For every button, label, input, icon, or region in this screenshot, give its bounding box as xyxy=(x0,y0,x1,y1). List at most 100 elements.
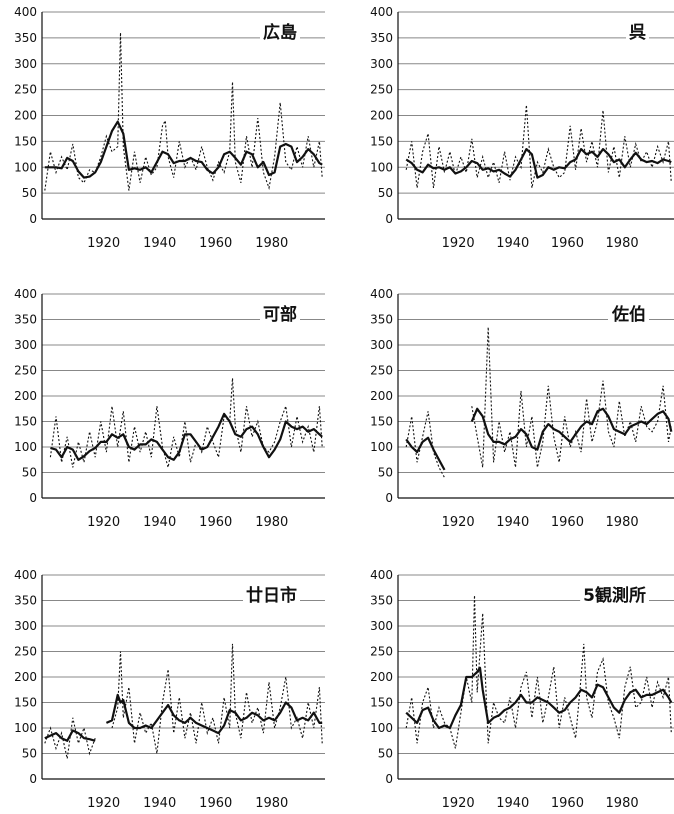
x-tick-label: 1960 xyxy=(551,796,584,811)
x-tick-label: 1940 xyxy=(143,796,176,811)
moving-average-line xyxy=(44,693,323,742)
panel-title-background xyxy=(260,303,300,326)
y-tick-label: 0 xyxy=(385,212,393,226)
x-tick-label: 1940 xyxy=(496,796,529,811)
panel-title-background xyxy=(626,22,649,44)
panel-title: 広島 xyxy=(263,22,297,43)
y-tick-label: 350 xyxy=(370,31,393,45)
y-tick-label: 200 xyxy=(370,389,393,403)
moving-average-line xyxy=(44,120,323,179)
y-tick-label: 250 xyxy=(370,83,393,97)
y-tick-label: 50 xyxy=(22,466,37,480)
y-tick-label: 100 xyxy=(370,160,393,174)
y-tick-label: 350 xyxy=(14,31,37,45)
panel-title: 廿日市 xyxy=(246,585,297,606)
x-tick-label: 1980 xyxy=(255,236,288,251)
y-tick-label: 150 xyxy=(14,134,37,148)
x-tick-label: 1940 xyxy=(496,236,529,251)
panel-title: 可部 xyxy=(263,304,297,325)
y-tick-label: 300 xyxy=(370,619,393,633)
x-tick-label: 1980 xyxy=(606,796,639,811)
x-tick-label: 1920 xyxy=(442,515,475,530)
y-tick-label: 350 xyxy=(370,313,393,327)
y-tick-label: 50 xyxy=(378,466,393,480)
y-tick-label: 0 xyxy=(29,212,37,226)
x-tick-label: 1980 xyxy=(255,515,288,530)
moving-average-line xyxy=(405,666,673,730)
x-tick-label: 1920 xyxy=(87,236,120,251)
y-tick-label: 150 xyxy=(14,696,37,710)
x-tick-label: 1960 xyxy=(551,236,584,251)
chart-panel-2: 0 50 100 150 200 250 300 350 400 1920 1940 1960 1980… xyxy=(370,5,674,251)
y-tick-label: 250 xyxy=(14,364,37,378)
annual-series-line xyxy=(405,105,672,189)
annual-series-line xyxy=(44,643,323,759)
y-tick-label: 300 xyxy=(370,338,393,352)
y-tick-label: 50 xyxy=(22,186,37,200)
y-tick-label: 200 xyxy=(14,109,37,123)
x-tick-label: 1980 xyxy=(606,515,639,530)
y-tick-label: 250 xyxy=(14,83,37,97)
moving-average-line xyxy=(405,148,672,179)
y-tick-label: 400 xyxy=(14,287,37,301)
y-tick-label: 100 xyxy=(370,721,393,735)
y-tick-label: 350 xyxy=(14,313,37,327)
x-tick-label: 1960 xyxy=(199,236,232,251)
y-tick-label: 50 xyxy=(378,186,393,200)
annual-series-line xyxy=(405,327,672,478)
x-tick-label: 1960 xyxy=(551,515,584,530)
y-tick-label: 50 xyxy=(378,747,393,761)
x-tick-label: 1940 xyxy=(143,515,176,530)
y-tick-label: 100 xyxy=(370,440,393,454)
y-tick-label: 250 xyxy=(370,364,393,378)
y-tick-label: 100 xyxy=(14,160,37,174)
chart-panel-3: 0 50 100 150 200 250 300 350 400 1920 1940 1960 1980… xyxy=(14,287,325,530)
x-tick-label: 1920 xyxy=(87,515,120,530)
y-tick-label: 400 xyxy=(370,5,393,19)
y-tick-label: 200 xyxy=(14,389,37,403)
y-tick-label: 0 xyxy=(385,772,393,786)
y-tick-label: 200 xyxy=(14,670,37,684)
y-tick-label: 150 xyxy=(370,134,393,148)
chart-panel-6: 0 50 100 150 200 250 300 350 400 1920 1940 1960 1980… xyxy=(370,568,674,811)
panel-title-background xyxy=(243,584,300,607)
panel-title: 佐伯 xyxy=(611,304,646,325)
panel-title-background xyxy=(580,584,649,607)
y-tick-label: 400 xyxy=(370,568,393,582)
y-tick-label: 300 xyxy=(370,57,393,71)
y-tick-label: 300 xyxy=(14,619,37,633)
x-tick-label: 1940 xyxy=(143,236,176,251)
y-tick-label: 200 xyxy=(370,670,393,684)
y-tick-label: 250 xyxy=(14,645,37,659)
moving-average-line xyxy=(405,407,673,471)
y-tick-label: 400 xyxy=(370,287,393,301)
panel-title-background xyxy=(260,21,300,44)
chart-panel-1: 0 50 100 150 200 250 300 350 400 1920 1940 1960 1980… xyxy=(14,5,325,251)
y-tick-label: 350 xyxy=(370,594,393,608)
x-tick-label: 1960 xyxy=(199,515,232,530)
panel-title: 呉 xyxy=(629,23,646,43)
chart-panel-4: 0 50 100 150 200 250 300 350 400 1920 1940 1960 1980… xyxy=(370,287,674,530)
y-tick-label: 250 xyxy=(370,645,393,659)
y-tick-label: 300 xyxy=(14,338,37,352)
x-tick-label: 1940 xyxy=(496,515,529,530)
y-tick-label: 300 xyxy=(14,57,37,71)
y-tick-label: 150 xyxy=(14,415,37,429)
y-tick-label: 150 xyxy=(370,415,393,429)
y-tick-label: 0 xyxy=(385,491,393,505)
y-tick-label: 200 xyxy=(370,109,393,123)
annual-series-line xyxy=(44,32,323,191)
x-tick-label: 1920 xyxy=(442,796,475,811)
y-tick-label: 0 xyxy=(29,491,37,505)
y-tick-label: 400 xyxy=(14,5,37,19)
y-tick-label: 50 xyxy=(22,747,37,761)
x-tick-label: 1980 xyxy=(606,236,639,251)
y-tick-label: 150 xyxy=(370,696,393,710)
y-tick-label: 100 xyxy=(14,721,37,735)
chart-panel-5: 0 50 100 150 200 250 300 350 400 1920 1940 1960 1980… xyxy=(14,568,325,811)
x-tick-label: 1980 xyxy=(255,796,288,811)
y-tick-label: 100 xyxy=(14,440,37,454)
x-tick-label: 1920 xyxy=(442,236,475,251)
y-tick-label: 350 xyxy=(14,594,37,608)
